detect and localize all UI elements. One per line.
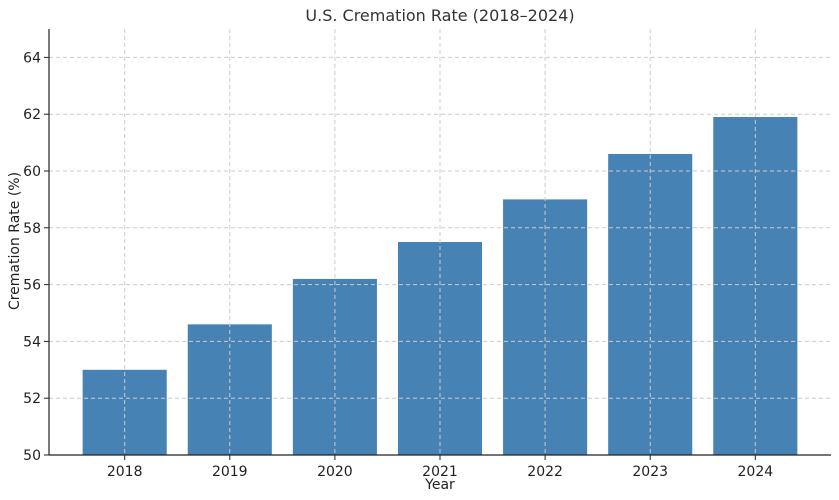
- ticks: 50 52 54 56 58 60 62 64 2018 2019 2020 2021 2022 2023…: [23, 50, 773, 480]
- y-tick-label: 56: [23, 278, 41, 294]
- y-tick-label: 62: [23, 107, 41, 123]
- y-tick-label: 58: [23, 221, 41, 237]
- y-tick-label: 50: [23, 448, 41, 464]
- x-tick-label: 2024: [738, 464, 774, 480]
- bar-2024: [713, 117, 798, 455]
- x-tick-label: 2020: [317, 464, 353, 480]
- y-tick-label: 52: [23, 391, 41, 407]
- x-tick-label: 2018: [107, 464, 143, 480]
- bar-2018: [82, 369, 167, 455]
- x-tick-label: 2019: [212, 464, 248, 480]
- x-tick-label: 2022: [527, 464, 563, 480]
- y-tick-label: 54: [23, 334, 41, 350]
- chart-title: U.S. Cremation Rate (2018–2024): [305, 6, 574, 25]
- y-tick-label: 60: [23, 164, 41, 180]
- bars: [82, 117, 798, 455]
- x-tick-label: 2023: [632, 464, 668, 480]
- x-axis-label: Year: [424, 477, 455, 493]
- x-tick-label: 2021: [422, 464, 458, 480]
- y-axis-label: Cremation Rate (%): [7, 172, 23, 310]
- y-tick-label: 64: [23, 50, 41, 66]
